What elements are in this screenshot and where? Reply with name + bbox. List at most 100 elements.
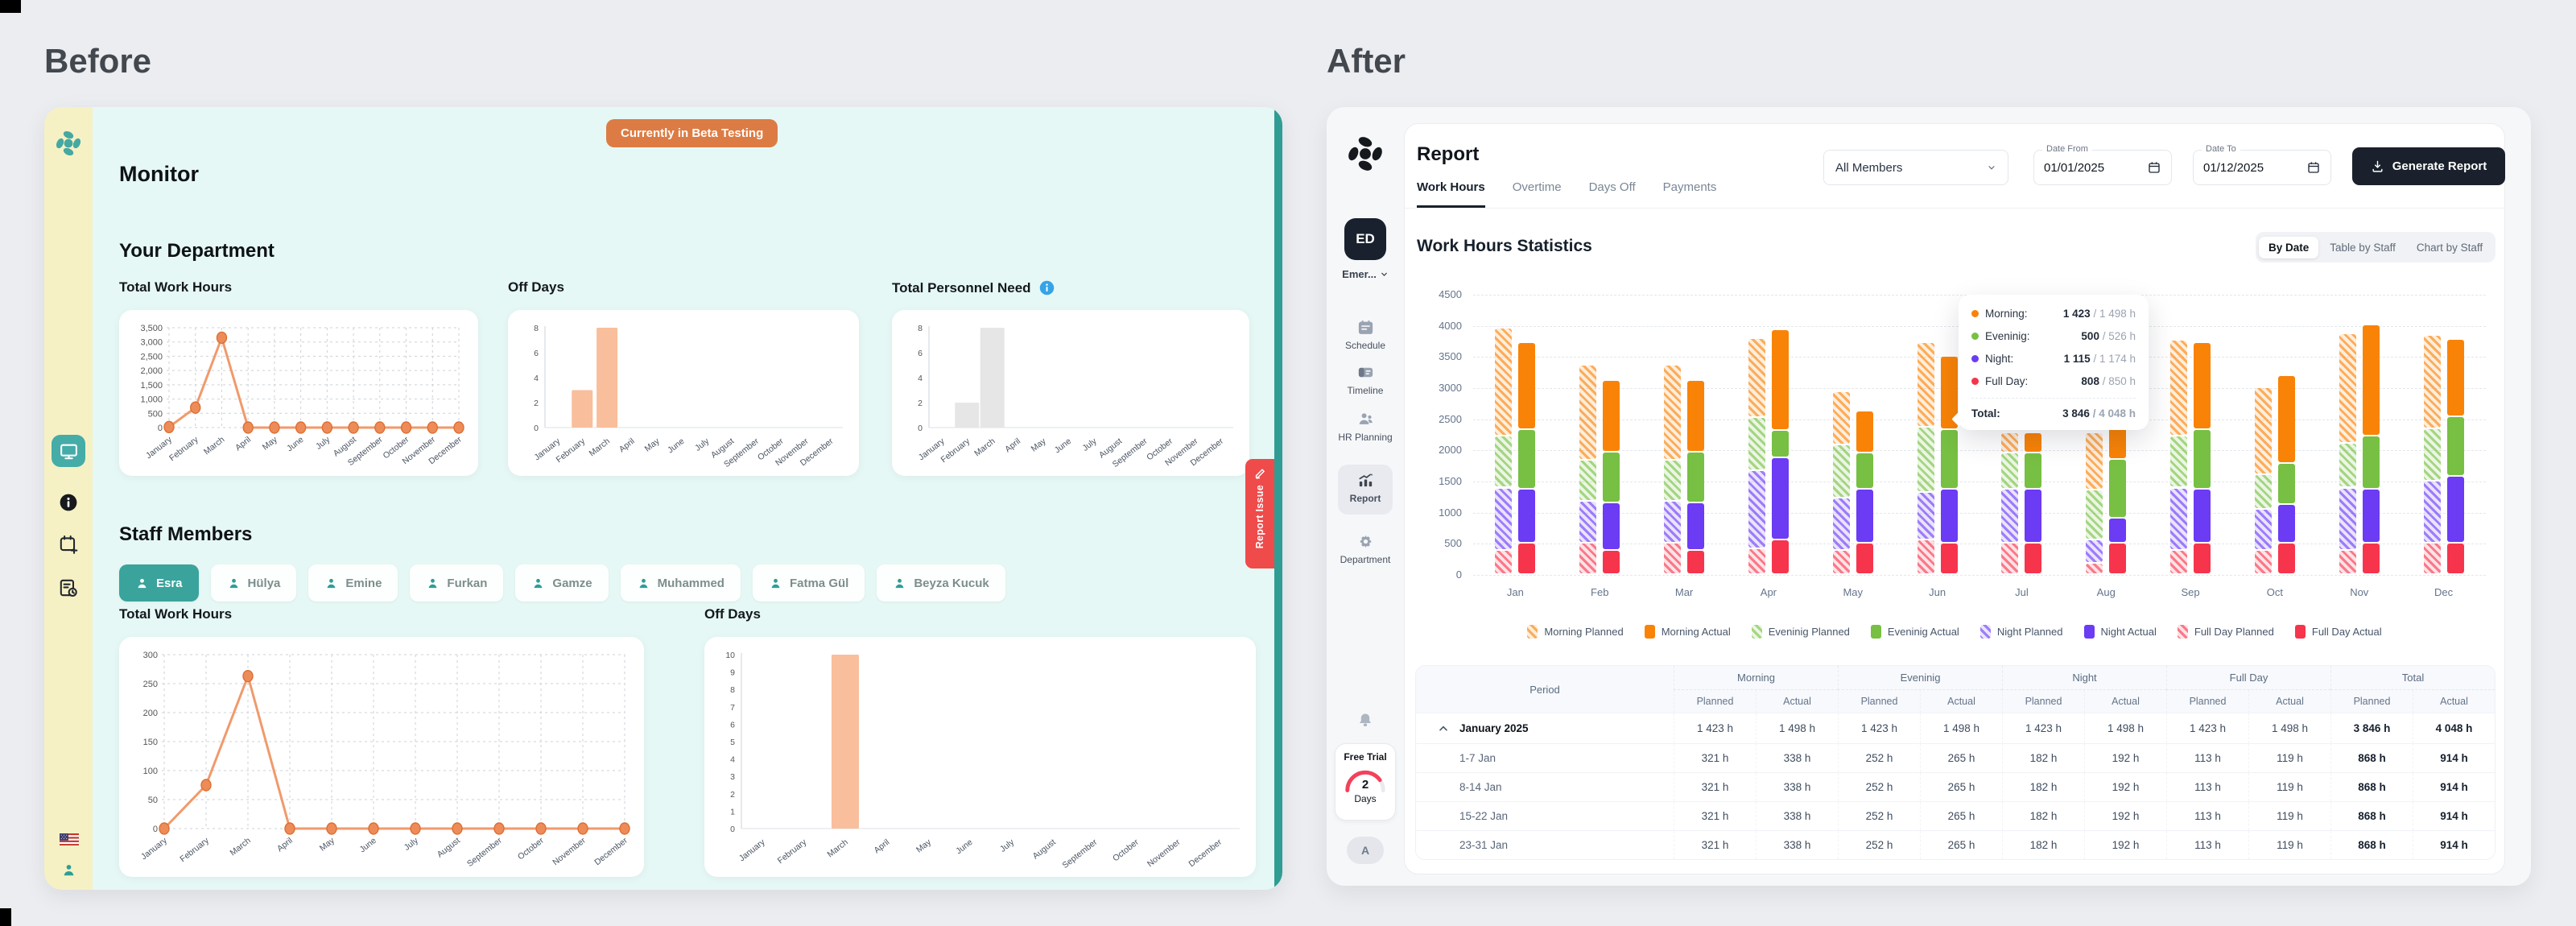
night-planned-swatch (1979, 625, 1991, 639)
dept-work-hours-chart: 0 500 1,000 1,500 2,000 2,500 3,000 3,500 Januar… (126, 315, 472, 473)
sidebar-item-timeline[interactable]: Timeline (1330, 363, 1401, 396)
staff-chip-beyza-kucuk[interactable]: Beyza Kucuk (877, 564, 1005, 601)
planned-full-day-segment (2086, 564, 2103, 573)
svg-text:1: 1 (730, 807, 735, 816)
staff-chip-gamze[interactable]: Gamze (515, 564, 609, 601)
svg-text:3: 3 (730, 772, 735, 782)
planned-full-day-segment (2254, 550, 2272, 573)
chart-gridline (1473, 512, 2486, 514)
staff-chip-fatma-g-l[interactable]: Fatma Gül (752, 564, 865, 601)
table-value-cell: 119 h (2248, 744, 2330, 772)
free-trial-card[interactable]: Free Trial 2 Days (1335, 743, 1396, 821)
svg-text:June: June (1053, 436, 1073, 456)
sidebar-item-hr-planning[interactable]: HR Planning (1330, 410, 1401, 443)
table-value-cell: 182 h (2002, 831, 2084, 859)
month-label: Jul (2015, 586, 2029, 598)
svg-text:0: 0 (730, 825, 735, 834)
calendar-add-icon[interactable] (58, 534, 79, 555)
svg-text:0: 0 (918, 424, 923, 433)
table-value-cell: 1 498 h (2084, 713, 2166, 743)
nav-active-highlight (1338, 465, 1393, 515)
staff-heading: Staff Members (119, 523, 253, 545)
user-avatar[interactable]: A (1347, 837, 1384, 864)
actual-evening-segment (1687, 452, 1705, 502)
tooltip-row: Eveninig: 500 / 526 h (1971, 330, 2136, 342)
report-clock-icon[interactable] (58, 577, 79, 598)
staff-chip-label: Esra (156, 576, 183, 590)
view-chart-by-staff[interactable]: Chart by Staff (2416, 241, 2483, 254)
generate-report-button[interactable]: Generate Report (2352, 147, 2505, 185)
staff-chip-esra[interactable]: Esra (119, 564, 199, 601)
monitor-nav-active[interactable] (52, 435, 85, 467)
table-sub-header: Actual (2413, 690, 2495, 713)
planned-night-segment (1917, 492, 1934, 539)
y-axis-label: 500 (1444, 537, 1462, 550)
table-sub-header: Actual (1756, 690, 1838, 713)
svg-text:9: 9 (730, 668, 735, 678)
report-content-card: Report Work Hours Overtime Days Off Paym… (1404, 123, 2505, 874)
chart-title-personnel-need: Total Personnel Need (892, 279, 1055, 296)
y-axis-label: 2000 (1439, 444, 1462, 457)
svg-text:December: December (592, 836, 630, 868)
planned-morning-segment (1664, 366, 1682, 459)
notifications-bell-icon[interactable] (1356, 711, 1375, 730)
personnel-need-chart: 0 2 4 6 8 January February March April May June Jul… (898, 315, 1243, 473)
tab-work-hours[interactable]: Work Hours (1417, 180, 1485, 208)
sidebar-item-schedule[interactable]: Schedule (1330, 318, 1401, 351)
actual-night-segment (1940, 490, 1958, 543)
svg-text:May: May (643, 436, 663, 453)
svg-text:4: 4 (730, 755, 735, 765)
table-group-header: Eveninig (1838, 666, 2002, 690)
table-value-cell: 265 h (1920, 773, 2002, 801)
us-flag-icon[interactable] (60, 833, 79, 846)
table-value-cell: 252 h (1838, 773, 1920, 801)
planned-morning-segment (1832, 392, 1850, 444)
view-table-by-staff[interactable]: Table by Staff (2330, 241, 2396, 254)
info-icon[interactable] (58, 492, 79, 513)
staff-chip-muhammed[interactable]: Muhammed (620, 564, 741, 601)
table-value-cell: 868 h (2330, 802, 2413, 830)
collapse-chevron-icon[interactable] (1437, 722, 1450, 735)
person-icon (138, 578, 147, 588)
team-switcher[interactable]: Emer... (1327, 268, 1404, 280)
staff-chip-emine[interactable]: Emine (308, 564, 398, 601)
actual-evening-segment (2362, 436, 2380, 489)
svg-text:March: March (228, 836, 253, 858)
tab-days-off[interactable]: Days Off (1588, 180, 1636, 194)
staff-chip-h-lya[interactable]: Hülya (210, 564, 297, 601)
month-label: Mar (1674, 586, 1694, 598)
date-from-field[interactable]: Date From 01/01/2025 (2033, 144, 2172, 185)
month-label: Aug (2096, 586, 2116, 598)
sidebar-item-department[interactable]: Department (1330, 532, 1401, 565)
planned-night-segment (2170, 488, 2188, 549)
svg-text:November: November (551, 836, 588, 868)
planned-night-segment (1579, 501, 1597, 543)
svg-text:June: June (358, 836, 378, 855)
workspace-avatar[interactable]: ED (1344, 218, 1386, 260)
table-value-cell: 338 h (1756, 831, 1838, 859)
trial-days-unit: Days (1354, 793, 1377, 804)
y-axis-label: 1500 (1439, 475, 1462, 487)
info-tooltip-icon[interactable] (1038, 279, 1055, 296)
tab-payments[interactable]: Payments (1662, 180, 1717, 194)
svg-text:March: March (972, 436, 997, 459)
report-issue-tab[interactable]: Report Issue (1245, 459, 1274, 568)
view-by-date[interactable]: By Date (2259, 236, 2319, 258)
actual-full-day-segment (1687, 550, 1705, 573)
before-heading: Before (44, 42, 152, 80)
table-value-cell: 914 h (2413, 744, 2495, 772)
svg-text:2,500: 2,500 (140, 352, 163, 362)
sidebar-item-report[interactable]: Report (1330, 471, 1401, 504)
date-to-field[interactable]: Date To 01/12/2025 (2193, 144, 2331, 185)
table-value-cell: 182 h (2002, 802, 2084, 830)
table-row: 1-7 Jan 321 h 338 h 252 h 265 h 182 h 192 h 113… (1416, 743, 2495, 772)
profile-icon[interactable] (61, 862, 76, 878)
tab-overtime[interactable]: Overtime (1512, 180, 1562, 194)
page-title: Monitor (119, 162, 199, 186)
members-filter-select[interactable]: All Members (1823, 150, 2008, 185)
staff-chip-furkan[interactable]: Furkan (410, 564, 504, 601)
table-value-cell: 1 423 h (1838, 713, 1920, 743)
actual-full-day-segment (2277, 544, 2295, 573)
